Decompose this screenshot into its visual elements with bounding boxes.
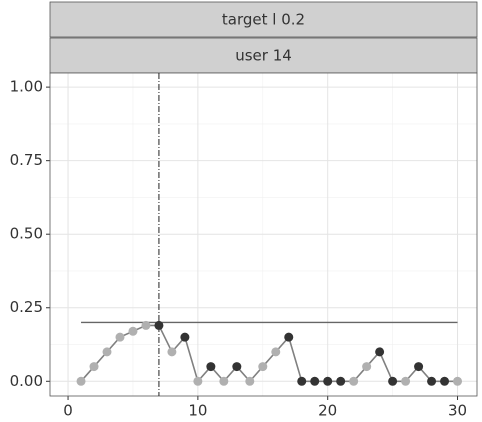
strip-label: target l 0.2 — [222, 11, 305, 29]
data-point — [323, 376, 333, 386]
data-point — [245, 376, 255, 386]
data-point — [102, 347, 112, 357]
data-point — [115, 332, 125, 342]
data-point — [76, 376, 86, 386]
data-point — [219, 376, 229, 386]
y-tick-label: 1.00 — [10, 78, 43, 96]
data-point — [336, 376, 346, 386]
data-point — [271, 347, 281, 357]
data-point — [180, 332, 190, 342]
data-point — [401, 376, 411, 386]
y-tick-label: 0.00 — [10, 372, 43, 390]
data-point — [453, 376, 463, 386]
data-point — [427, 376, 437, 386]
data-point — [258, 362, 268, 372]
data-point — [440, 376, 450, 386]
data-point — [193, 376, 203, 386]
data-point — [310, 376, 320, 386]
data-point — [297, 376, 307, 386]
y-tick-label: 0.50 — [10, 225, 43, 243]
data-point — [232, 362, 242, 372]
data-point — [89, 362, 99, 372]
data-point — [284, 332, 294, 342]
x-tick-label: 10 — [188, 402, 207, 420]
data-point — [141, 320, 151, 330]
x-tick-label: 20 — [318, 402, 337, 420]
data-point — [349, 376, 359, 386]
data-point — [206, 362, 216, 372]
data-point — [167, 347, 177, 357]
x-tick-label: 30 — [448, 402, 467, 420]
x-tick-label: 0 — [63, 402, 73, 420]
data-point — [362, 362, 372, 372]
panel-border — [49, 72, 478, 397]
data-point — [414, 362, 424, 372]
facet-strip — [49, 37, 478, 74]
y-tick-label: 0.75 — [10, 151, 43, 169]
data-point — [388, 376, 398, 386]
strip-label: user 14 — [235, 47, 292, 65]
data-point — [128, 326, 138, 336]
facet-strip — [49, 1, 478, 38]
data-point — [375, 347, 385, 357]
data-point — [154, 320, 164, 330]
y-tick-label: 0.25 — [10, 298, 43, 316]
